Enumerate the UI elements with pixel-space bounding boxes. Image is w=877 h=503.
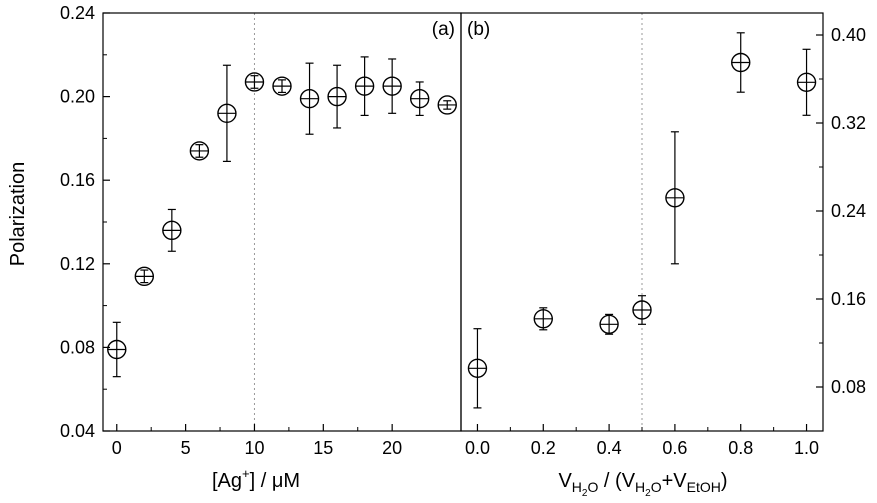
x-axis-label-b-sub1c: O (587, 479, 598, 495)
x-axis-label-b-sub2b: 2 (645, 488, 651, 499)
data-point-a (437, 95, 457, 115)
data-point-b (467, 328, 488, 409)
data-point-b (632, 295, 652, 325)
y-tick-label-b: 0.40 (831, 25, 866, 45)
x-axis-label-b-plus: +V (662, 470, 688, 492)
plot-frame-a (102, 12, 462, 432)
x-axis-label-b-sub1b: 2 (582, 488, 588, 499)
x-tick-label-b: 0.0 (465, 438, 490, 458)
x-axis-label-a-pre: [Ag (212, 470, 242, 492)
y-tick-label-a: 0.12 (60, 254, 95, 274)
data-point-a (107, 321, 127, 378)
x-axis-label-b: VH2O / (VH2O+VEtOH) (558, 470, 727, 499)
data-point-a (134, 266, 155, 287)
data-point-a (382, 58, 402, 114)
y-tick-label-a: 0.24 (60, 3, 95, 23)
panel-a: 0 5 10 15 20 0.04 0.08 0.12 0.16 0.20 0.24 (a) (60, 3, 462, 458)
x-axis-label-a-sup: + (242, 466, 250, 481)
x-tick-label-a: 10 (244, 438, 264, 458)
x-axis-label-b-close: ) (721, 470, 728, 492)
x-axis-label-b-sub3: EtOH (687, 479, 721, 495)
data-point-b (731, 32, 751, 93)
y-tick-label-b: 0.08 (831, 377, 866, 397)
data-point-a (162, 208, 182, 252)
y-tick-label-b: 0.32 (831, 113, 866, 133)
data-point-b (796, 48, 817, 116)
y-tick-label-a: 0.16 (60, 170, 95, 190)
y-axis-label-a: Polarization (7, 162, 29, 267)
x-axis-label-b-mid: / (V (598, 470, 635, 492)
x-tick-label-b: 0.6 (662, 438, 687, 458)
x-tick-label-b: 0.4 (597, 438, 622, 458)
x-axis-label-b-main: V (558, 470, 572, 492)
y-tick-label-a: 0.04 (60, 421, 95, 441)
data-point-a (272, 76, 292, 96)
x-tick-label-b: 0.8 (728, 438, 753, 458)
y-tick-label-a: 0.20 (60, 87, 95, 107)
data-point-a (409, 81, 430, 117)
panel-label-a: (a) (432, 19, 455, 40)
x-axis-label-a: [Ag+] / μM (212, 466, 300, 492)
data-point-a (299, 62, 320, 135)
data-point-a (217, 64, 237, 162)
x-tick-label-a: 20 (382, 438, 402, 458)
x-tick-label-a: 0 (112, 438, 122, 458)
x-tick-label-b: 0.2 (531, 438, 556, 458)
data-point-b (665, 131, 685, 265)
panel-b: 0.0 0.2 0.4 0.6 0.8 1.0 0.08 0.16 0.24 0.32 0.40 (b… (460, 12, 866, 458)
x-tick-label-b: 1.0 (794, 438, 819, 458)
x-axis-label-b-sub1: H (572, 479, 582, 495)
data-point-a (354, 56, 375, 117)
x-axis-label-b-sub2c: O (651, 479, 662, 495)
x-axis-label-a-post: ] / μM (250, 470, 300, 492)
data-point-a (189, 141, 210, 161)
y-tick-label-a: 0.08 (60, 337, 95, 357)
panel-label-b: (b) (467, 19, 490, 40)
x-tick-label-a: 15 (313, 438, 333, 458)
data-point-a (327, 64, 347, 129)
data-point-a (244, 72, 265, 92)
y-tick-label-b: 0.16 (831, 289, 866, 309)
x-tick-label-a: 5 (181, 438, 191, 458)
data-point-b (599, 313, 619, 335)
data-point-b (533, 307, 553, 331)
y-tick-label-b: 0.24 (831, 201, 866, 221)
x-axis-label-b-sub2: H (635, 479, 645, 495)
